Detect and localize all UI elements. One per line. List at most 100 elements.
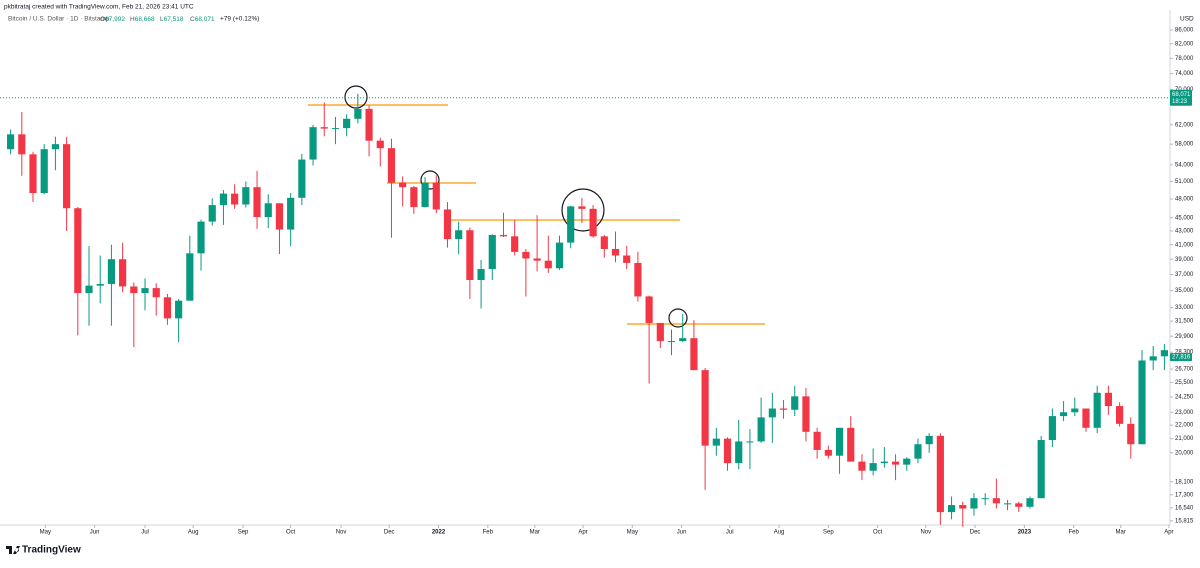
ohlc-item: O67,992 — [100, 16, 125, 23]
ohlc-item: H68,668 — [130, 16, 155, 23]
candle-body — [645, 296, 653, 323]
candle-body — [858, 461, 866, 471]
x-tick-label: Jul — [726, 530, 734, 536]
y-tick-label: 16,540 — [1175, 505, 1194, 511]
candle-body — [18, 134, 26, 155]
candle-body — [354, 108, 362, 119]
y-tick-label: 17,300 — [1175, 492, 1194, 498]
x-tick-label: Oct — [873, 530, 883, 536]
candle-body — [96, 284, 104, 286]
candle-body — [264, 203, 272, 218]
candle-body — [1127, 423, 1135, 445]
ohlc-legend: O67,992 H68,668 L67,518 C68,071 +79 (+0.12%) — [100, 16, 259, 23]
candle-body — [119, 259, 127, 287]
symbol-title: Bitcoin / U.S. Dollar · 1D · Bitstamp — [8, 16, 110, 23]
y-tick-label: 58,000 — [1175, 142, 1194, 148]
ohlc-value: 67,992 — [105, 16, 125, 23]
candle-body — [959, 505, 967, 509]
x-tick-label: Feb — [1068, 530, 1079, 536]
candle-body — [410, 187, 418, 207]
y-tick-label: 41,000 — [1175, 242, 1194, 248]
countdown: 18:23 — [1172, 99, 1188, 105]
candle-body — [365, 108, 373, 141]
x-tick-label: 2023 — [1018, 530, 1032, 536]
y-tick-label: 82,000 — [1175, 41, 1194, 47]
candle-body — [1015, 503, 1023, 507]
candle-body — [1138, 360, 1146, 445]
candle-body — [1160, 350, 1168, 357]
ohlc-value: 68,071 — [195, 16, 215, 23]
candle-body — [656, 322, 664, 342]
candle-body — [880, 461, 888, 464]
x-tick-label: Jun — [90, 530, 100, 536]
candle-body — [242, 187, 250, 205]
last-price-label: 68,071 — [1172, 92, 1191, 98]
candle-body — [499, 234, 508, 237]
candle-body — [735, 441, 743, 464]
candle-body — [130, 286, 138, 294]
x-tick-label: Mar — [530, 530, 540, 536]
highlight-circle — [420, 170, 440, 190]
candle-body — [757, 417, 765, 442]
price-tag-label: 27,816 — [1172, 355, 1191, 361]
candle-body — [533, 258, 541, 261]
ohlc-item: C68,071 — [190, 16, 215, 23]
y-tick-label: 37,000 — [1175, 272, 1194, 278]
candle-body — [835, 427, 844, 456]
candle-body — [443, 209, 452, 240]
highlight-circle — [561, 188, 605, 232]
candle-body — [802, 396, 810, 432]
y-tick-label: 28,300 — [1175, 350, 1194, 356]
candle-body — [947, 505, 956, 513]
candle-body — [567, 206, 575, 243]
candle-body — [1003, 503, 1012, 505]
x-tick-label: Nov — [336, 530, 347, 536]
candle-body — [936, 435, 944, 513]
x-tick-label: Jul — [141, 530, 149, 536]
y-tick-label: 33,000 — [1175, 305, 1194, 311]
candle-body — [7, 134, 15, 150]
candle-body — [1093, 392, 1101, 428]
watermark: pkbitrataj created with TradingView.com,… — [4, 4, 194, 11]
x-tick-label: Apr — [578, 530, 587, 536]
candle-body — [74, 208, 82, 294]
candle-body — [477, 269, 485, 280]
candle-body — [331, 128, 340, 130]
candle-body — [1116, 406, 1124, 424]
y-tick-label: 45,000 — [1175, 215, 1194, 221]
candle-body — [544, 260, 552, 269]
candle-body — [343, 118, 351, 129]
candle-body — [522, 251, 530, 259]
candle-body — [1059, 412, 1068, 417]
y-tick-label: 23,000 — [1175, 410, 1194, 416]
candle-body — [679, 338, 687, 342]
candle-body — [667, 341, 676, 343]
x-tick-label: Mar — [1116, 530, 1126, 536]
candle-body — [634, 262, 642, 297]
candle-body — [981, 498, 989, 500]
candle-body — [175, 300, 183, 319]
candle-body — [1149, 356, 1157, 361]
candle-body — [847, 427, 855, 462]
candle-body — [197, 221, 205, 254]
y-tick-label: 54,000 — [1175, 162, 1194, 168]
y-tick-label: 24,250 — [1175, 395, 1194, 401]
x-tick-label: Apr — [1164, 530, 1173, 536]
candle-body — [399, 182, 407, 188]
x-tick-label: Aug — [774, 530, 785, 536]
candle-body — [768, 408, 776, 418]
candle-body — [611, 248, 620, 256]
candle-body — [578, 206, 586, 209]
candle-body — [746, 441, 754, 443]
candle-body — [555, 242, 564, 269]
candle-body — [600, 236, 608, 249]
candle-body — [970, 498, 978, 509]
candle-body — [1071, 408, 1079, 413]
y-tick-label: 31,500 — [1175, 319, 1194, 325]
x-tick-label: Aug — [188, 530, 199, 536]
x-tick-label: Sep — [238, 530, 249, 536]
candle-body — [723, 438, 732, 464]
y-tick-label: 21,000 — [1175, 436, 1194, 442]
